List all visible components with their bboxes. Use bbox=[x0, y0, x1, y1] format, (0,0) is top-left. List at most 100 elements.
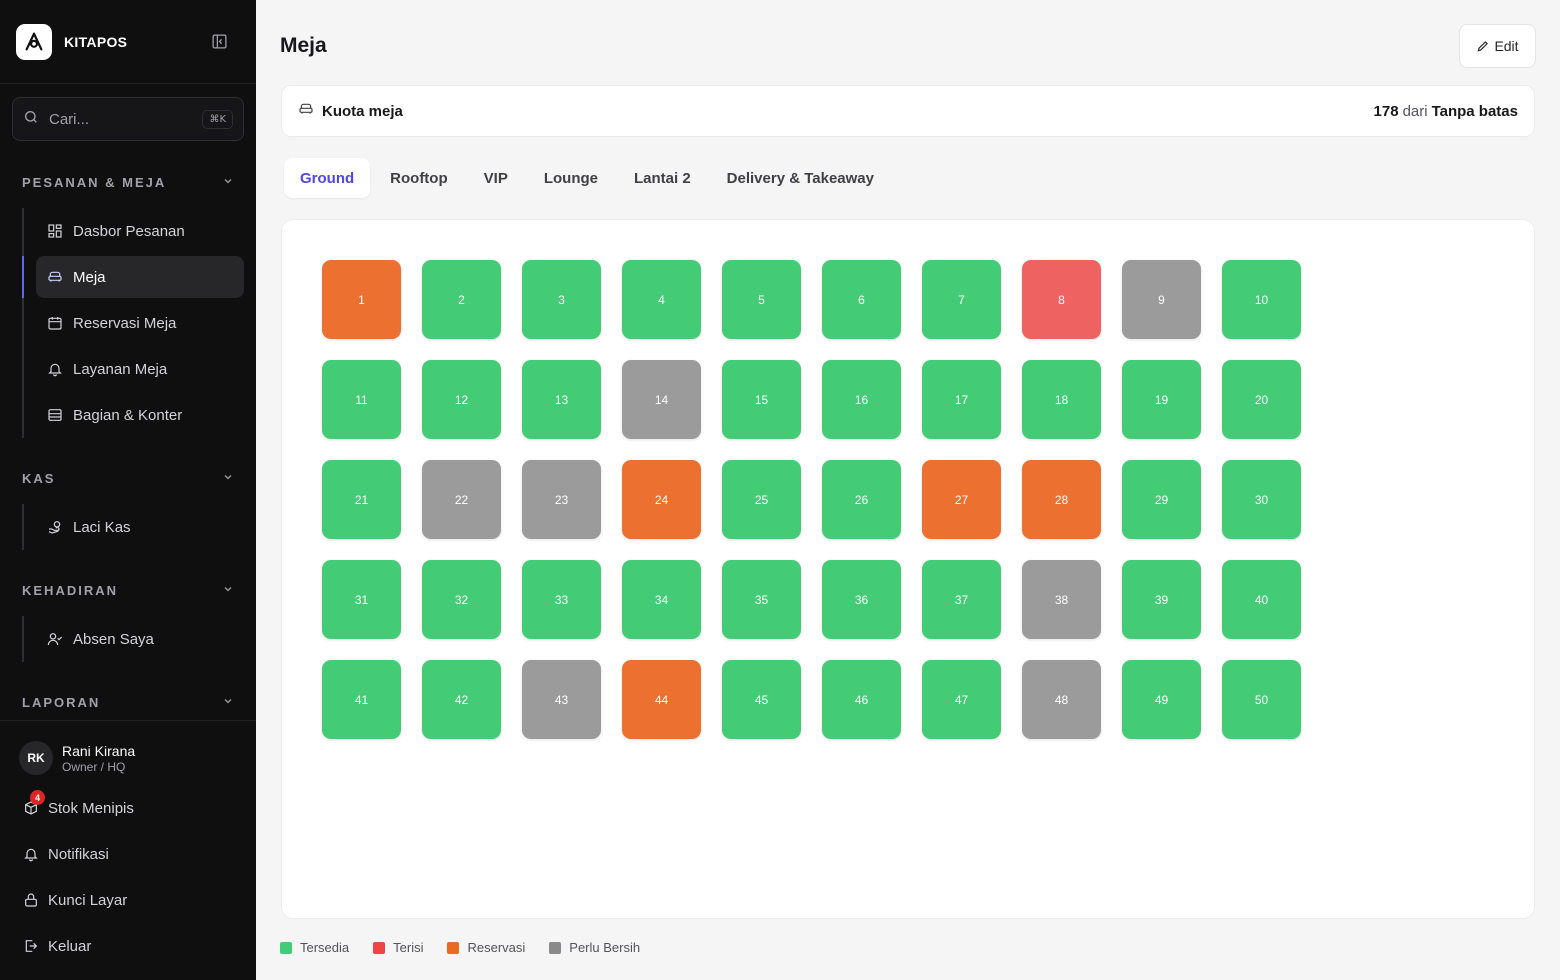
tab-lantai-2[interactable]: Lantai 2 bbox=[633, 169, 691, 187]
user-profile[interactable]: RK Rani Kirana Owner / HQ bbox=[19, 741, 135, 775]
sidebar-item-bagian-konter[interactable]: Bagian & Konter bbox=[36, 394, 244, 436]
table-tile-17[interactable]: 17 bbox=[922, 360, 1001, 439]
table-tile-20[interactable]: 20 bbox=[1222, 360, 1301, 439]
sidebar-item-meja[interactable]: Meja bbox=[36, 256, 244, 298]
table-tile-2[interactable]: 2 bbox=[422, 260, 501, 339]
table-tile-29[interactable]: 29 bbox=[1122, 460, 1201, 539]
bell-icon bbox=[46, 360, 64, 378]
quota-card: Kuota meja 178 dari Tanpa batas bbox=[281, 85, 1535, 137]
table-tile-43[interactable]: 43 bbox=[522, 660, 601, 739]
table-tile-15[interactable]: 15 bbox=[722, 360, 801, 439]
table-tile-12[interactable]: 12 bbox=[422, 360, 501, 439]
table-tile-6[interactable]: 6 bbox=[822, 260, 901, 339]
quota-of: dari bbox=[1402, 102, 1428, 120]
table-tile-30[interactable]: 30 bbox=[1222, 460, 1301, 539]
table-tile-13[interactable]: 13 bbox=[522, 360, 601, 439]
table-sections-icon bbox=[46, 406, 64, 424]
table-tile-22[interactable]: 22 bbox=[422, 460, 501, 539]
lock-icon bbox=[22, 891, 40, 909]
legend-swatch bbox=[549, 941, 562, 954]
table-tile-41[interactable]: 41 bbox=[322, 660, 401, 739]
table-tile-8[interactable]: 8 bbox=[1022, 260, 1101, 339]
sidebar-item-label: Bagian & Konter bbox=[73, 406, 183, 424]
table-tile-32[interactable]: 32 bbox=[422, 560, 501, 639]
sidebar-item-laci-kas[interactable]: Laci Kas bbox=[36, 506, 244, 548]
sidebar-collapse-icon[interactable] bbox=[210, 33, 228, 51]
tab-lounge[interactable]: Lounge bbox=[543, 169, 598, 187]
sidebar-item-layanan-meja[interactable]: Layanan Meja bbox=[36, 348, 244, 390]
table-tile-47[interactable]: 47 bbox=[922, 660, 1001, 739]
table-tile-40[interactable]: 40 bbox=[1222, 560, 1301, 639]
table-tile-35[interactable]: 35 bbox=[722, 560, 801, 639]
table-tile-5[interactable]: 5 bbox=[722, 260, 801, 339]
bell-icon bbox=[22, 845, 40, 863]
table-tile-24[interactable]: 24 bbox=[622, 460, 701, 539]
avatar: RK bbox=[19, 741, 53, 775]
user-check-icon bbox=[46, 630, 64, 648]
table-tile-9[interactable]: 9 bbox=[1122, 260, 1201, 339]
section-laporan[interactable]: LAPORAN bbox=[22, 695, 234, 710]
table-tile-48[interactable]: 48 bbox=[1022, 660, 1101, 739]
tab-ground[interactable]: Ground bbox=[284, 158, 371, 198]
table-tile-26[interactable]: 26 bbox=[822, 460, 901, 539]
tab-vip[interactable]: VIP bbox=[483, 169, 508, 187]
sidebar-footer: RK Rani Kirana Owner / HQ 4 Stok Menipis… bbox=[0, 720, 256, 980]
sidebar-item-reservasi-meja[interactable]: Reservasi Meja bbox=[36, 302, 244, 344]
sidebar-item-dasbor-pesanan[interactable]: Dasbor Pesanan bbox=[36, 210, 244, 252]
notifikasi-link[interactable]: Notifikasi bbox=[22, 845, 109, 863]
table-tile-23[interactable]: 23 bbox=[522, 460, 601, 539]
legend-item: Perlu Bersih bbox=[549, 940, 640, 955]
table-tile-1[interactable]: 1 bbox=[322, 260, 401, 339]
edit-button[interactable]: Edit bbox=[1459, 24, 1536, 68]
table-tile-33[interactable]: 33 bbox=[522, 560, 601, 639]
table-tile-16[interactable]: 16 bbox=[822, 360, 901, 439]
table-tile-37[interactable]: 37 bbox=[922, 560, 1001, 639]
tab-rooftop[interactable]: Rooftop bbox=[390, 169, 448, 187]
table-tile-45[interactable]: 45 bbox=[722, 660, 801, 739]
table-tile-21[interactable]: 21 bbox=[322, 460, 401, 539]
legend-label: Reservasi bbox=[467, 940, 526, 955]
table-tile-50[interactable]: 50 bbox=[1222, 660, 1301, 739]
section-title: KEHADIRAN bbox=[22, 583, 118, 598]
search-input[interactable]: Cari... ⌘K bbox=[12, 97, 244, 141]
table-tile-34[interactable]: 34 bbox=[622, 560, 701, 639]
app-logo[interactable] bbox=[16, 23, 52, 60]
floor-plan: 1 2 3 4 5 6 7 8 9 10 11 12 13 14 15 16 17 18 19 20 21 22 23 24 2… bbox=[281, 219, 1535, 919]
tab-delivery-takeaway[interactable]: Delivery & Takeaway bbox=[726, 169, 874, 187]
table-tile-4[interactable]: 4 bbox=[622, 260, 701, 339]
table-tile-19[interactable]: 19 bbox=[1122, 360, 1201, 439]
table-tile-49[interactable]: 49 bbox=[1122, 660, 1201, 739]
table-tile-18[interactable]: 18 bbox=[1022, 360, 1101, 439]
kunci-layar-link[interactable]: Kunci Layar bbox=[22, 891, 127, 909]
table-tile-36[interactable]: 36 bbox=[822, 560, 901, 639]
table-tile-27[interactable]: 27 bbox=[922, 460, 1001, 539]
brand-bar: KITAPOS bbox=[0, 0, 256, 84]
table-tile-14[interactable]: 14 bbox=[622, 360, 701, 439]
table-tile-44[interactable]: 44 bbox=[622, 660, 701, 739]
page-title: Meja bbox=[280, 34, 327, 57]
section-title: LAPORAN bbox=[22, 695, 101, 710]
logout-icon bbox=[22, 937, 40, 955]
table-tile-38[interactable]: 38 bbox=[1022, 560, 1101, 639]
table-tile-42[interactable]: 42 bbox=[422, 660, 501, 739]
table-tile-7[interactable]: 7 bbox=[922, 260, 1001, 339]
section-kas[interactable]: KAS bbox=[22, 471, 234, 486]
section-kehadiran[interactable]: KEHADIRAN bbox=[22, 583, 234, 598]
keluar-link[interactable]: Keluar bbox=[22, 937, 91, 955]
legend-label: Perlu Bersih bbox=[569, 940, 641, 955]
table-tile-25[interactable]: 25 bbox=[722, 460, 801, 539]
table-tile-11[interactable]: 11 bbox=[322, 360, 401, 439]
table-tile-39[interactable]: 39 bbox=[1122, 560, 1201, 639]
table-tile-31[interactable]: 31 bbox=[322, 560, 401, 639]
search-placeholder: Cari... bbox=[49, 110, 90, 128]
keluar-label: Keluar bbox=[48, 937, 92, 955]
stok-menipis-link[interactable]: 4 Stok Menipis bbox=[22, 790, 134, 817]
dashboard-icon bbox=[46, 222, 64, 240]
table-tile-46[interactable]: 46 bbox=[822, 660, 901, 739]
sidebar-item-absen-saya[interactable]: Absen Saya bbox=[36, 618, 244, 660]
table-tile-3[interactable]: 3 bbox=[522, 260, 601, 339]
table-tile-28[interactable]: 28 bbox=[1022, 460, 1101, 539]
section-pesanan-meja[interactable]: PESANAN & MEJA bbox=[22, 175, 234, 190]
chevron-down-icon bbox=[222, 175, 234, 190]
table-tile-10[interactable]: 10 bbox=[1222, 260, 1301, 339]
